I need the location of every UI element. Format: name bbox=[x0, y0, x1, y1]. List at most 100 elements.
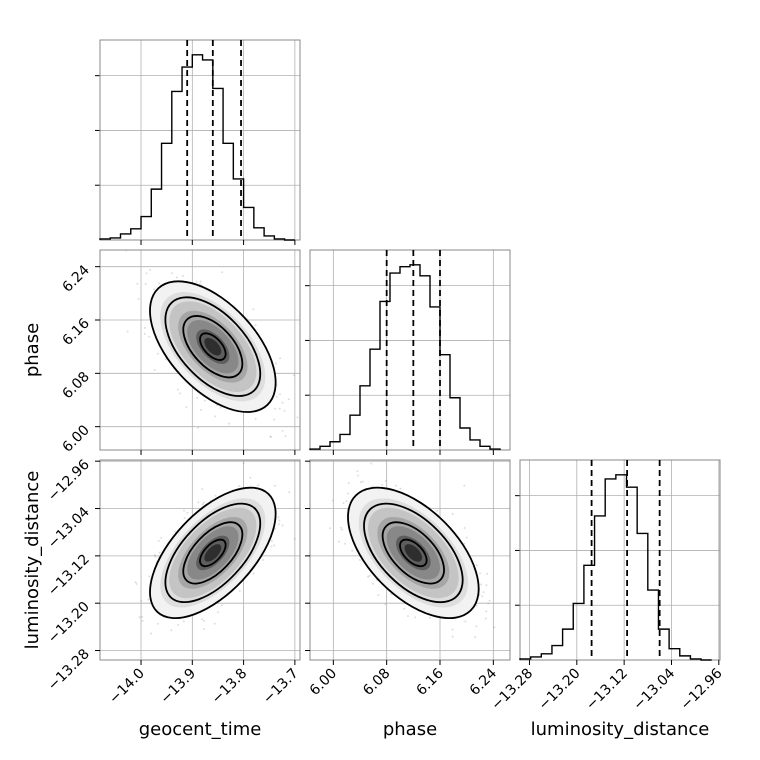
sample-point bbox=[277, 516, 280, 519]
sample-point bbox=[482, 591, 485, 594]
sample-point bbox=[200, 408, 203, 411]
contour-line-3 bbox=[199, 332, 227, 361]
sample-point bbox=[463, 484, 466, 487]
sample-point bbox=[201, 618, 204, 621]
density-level-6 bbox=[204, 337, 222, 356]
y-tick-label-phase-2: 6.16 bbox=[59, 315, 92, 348]
contour-line-2 bbox=[182, 315, 244, 379]
sample-point bbox=[486, 572, 489, 575]
sample-point bbox=[145, 272, 148, 275]
sample-point bbox=[485, 610, 488, 613]
sample-point bbox=[358, 559, 361, 561]
y-tick-label-luminosity-distance-1: −13.20 bbox=[45, 599, 93, 647]
x-tick-label-phase-0: 6.00 bbox=[307, 666, 340, 699]
sample-point bbox=[488, 599, 491, 602]
sample-point bbox=[474, 636, 477, 639]
sample-point bbox=[487, 602, 490, 605]
sample-point bbox=[164, 358, 167, 361]
x-tick-label-phase-1: 6.08 bbox=[360, 666, 393, 699]
sample-point bbox=[269, 435, 272, 438]
y-tick-label-phase-1: 6.08 bbox=[59, 369, 92, 402]
sample-point bbox=[485, 584, 488, 587]
joint-panel-geocent-time-phase: 6.00 6.08 6.16 6.24 bbox=[59, 249, 301, 456]
sample-point bbox=[465, 536, 468, 539]
sample-point bbox=[377, 594, 380, 597]
sample-point bbox=[481, 595, 484, 598]
sample-point bbox=[257, 484, 260, 487]
sample-point bbox=[203, 399, 206, 402]
sample-point bbox=[213, 622, 216, 625]
sample-point bbox=[143, 326, 146, 329]
sample-point bbox=[275, 395, 278, 398]
sample-point bbox=[203, 620, 206, 622]
histogram-panel-phase bbox=[305, 249, 511, 455]
sample-point bbox=[228, 422, 231, 425]
sample-point bbox=[214, 494, 217, 497]
x-tick-label-geocent-time-3: −13.7 bbox=[260, 666, 302, 708]
sample-point bbox=[288, 491, 291, 494]
contour-line-3 bbox=[199, 538, 227, 568]
sample-point bbox=[143, 332, 146, 335]
sample-point bbox=[238, 590, 241, 593]
sample-point bbox=[331, 499, 334, 502]
sample-point bbox=[293, 537, 296, 540]
histogram-step-geocent-time bbox=[99, 54, 295, 241]
histogram-panel-geocent-time bbox=[95, 39, 301, 245]
x-tick-label-luminosity-distance-2: −13.12 bbox=[583, 666, 631, 714]
sample-point bbox=[344, 542, 346, 545]
sample-point bbox=[157, 539, 160, 542]
sample-point bbox=[337, 540, 340, 543]
x-tick-label-phase-3: 6.24 bbox=[467, 665, 500, 698]
contour-line-0 bbox=[149, 486, 277, 620]
sample-point bbox=[249, 476, 252, 479]
sample-point bbox=[345, 500, 348, 502]
sample-point bbox=[136, 282, 139, 285]
sample-point bbox=[157, 622, 159, 625]
sample-point bbox=[254, 417, 257, 420]
sample-point bbox=[148, 335, 151, 338]
sample-point bbox=[185, 406, 188, 409]
joint-phase-luminosity-distance-frame bbox=[309, 459, 511, 661]
sample-point bbox=[153, 554, 156, 556]
sample-point bbox=[384, 603, 387, 606]
sample-point bbox=[274, 407, 277, 410]
sample-point bbox=[475, 625, 478, 628]
sample-point bbox=[140, 600, 143, 603]
y-tick-label-luminosity-distance-3: −13.04 bbox=[45, 504, 93, 552]
sample-point bbox=[147, 598, 150, 601]
sample-point bbox=[277, 523, 280, 526]
sample-point bbox=[252, 308, 255, 311]
sample-point bbox=[368, 574, 371, 577]
sample-point bbox=[273, 418, 276, 421]
sample-point bbox=[428, 616, 431, 619]
histogram-geocent-time-frame bbox=[99, 39, 301, 241]
sample-point bbox=[296, 416, 299, 419]
sample-point bbox=[154, 555, 157, 558]
sample-point bbox=[242, 462, 245, 465]
sample-point bbox=[214, 415, 217, 418]
sample-point bbox=[148, 575, 151, 578]
sample-point bbox=[202, 501, 205, 504]
sample-point bbox=[179, 392, 182, 395]
histogram-panel-luminosity-distance: −13.28 −13.20 −13.12 −13.04 −12.96 bbox=[488, 459, 726, 714]
sample-point bbox=[403, 607, 406, 610]
sample-point bbox=[177, 623, 180, 626]
sample-point bbox=[451, 628, 454, 631]
joint-plot-area bbox=[329, 446, 496, 639]
histogram-step-phase bbox=[309, 264, 501, 450]
sample-point bbox=[156, 352, 159, 355]
sample-point bbox=[252, 572, 255, 575]
histogram-luminosity-distance-frame bbox=[519, 459, 721, 661]
sample-point bbox=[361, 480, 364, 483]
sample-point bbox=[174, 530, 177, 533]
sample-point bbox=[399, 487, 402, 490]
joint-plot-area bbox=[125, 250, 299, 438]
sample-point bbox=[183, 509, 185, 512]
sample-point bbox=[274, 362, 277, 365]
sample-point bbox=[414, 616, 417, 619]
sample-point bbox=[183, 517, 186, 520]
sample-point bbox=[349, 446, 351, 448]
sample-point bbox=[273, 544, 276, 547]
sample-point bbox=[141, 615, 144, 618]
sample-point bbox=[220, 604, 223, 607]
